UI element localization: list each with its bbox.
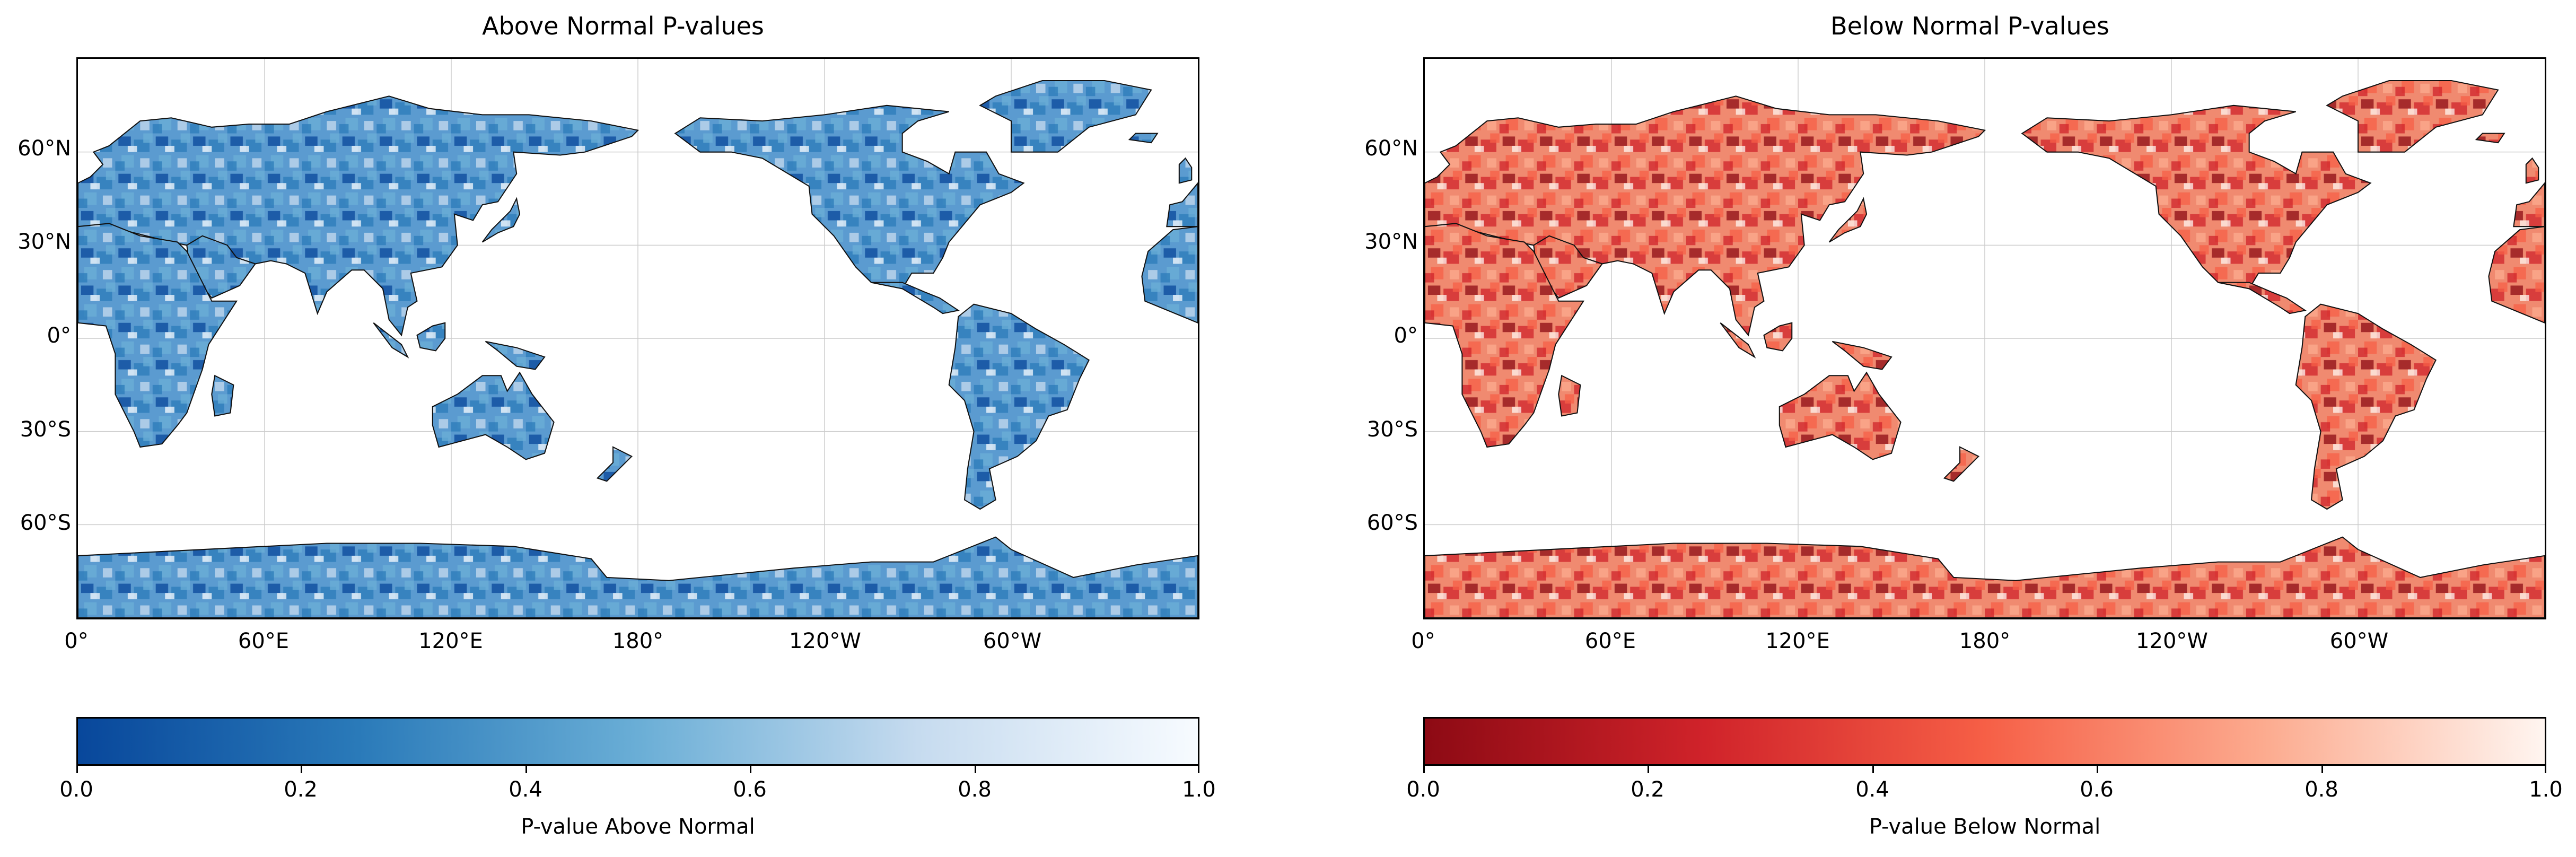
lon-tick-60w: 60°W bbox=[2329, 629, 2389, 653]
landmass bbox=[2513, 182, 2545, 228]
map-canvas bbox=[1425, 59, 2545, 618]
lat-tick-30n: 30°N bbox=[1364, 230, 1418, 254]
landmass bbox=[1425, 536, 2545, 618]
landmass bbox=[1558, 374, 1581, 417]
landmass bbox=[674, 104, 1025, 290]
landmass bbox=[1425, 223, 1585, 448]
lat-tick-0: 0° bbox=[47, 323, 71, 348]
landmass bbox=[2488, 226, 2545, 323]
landmass bbox=[432, 371, 555, 460]
colorbar-ticklabel: 0.8 bbox=[958, 777, 992, 802]
above-normal-panel: Above Normal P-values 60°N 30°N 0° 30°S … bbox=[0, 0, 1246, 857]
map-canvas bbox=[78, 59, 1198, 618]
colorbar-tick bbox=[525, 766, 527, 773]
colorbar-ticklabel: 0.4 bbox=[1855, 777, 1889, 802]
landmass bbox=[2295, 303, 2437, 510]
colorbar-ticklabel: 0.8 bbox=[2305, 777, 2338, 802]
colorbar-ticklabel: 0.0 bbox=[1406, 777, 1440, 802]
landmass bbox=[2525, 157, 2539, 184]
lat-tick-30s: 30°S bbox=[1366, 417, 1418, 442]
lon-tick-120w: 120°W bbox=[789, 629, 861, 653]
colorbar-label: P-value Above Normal bbox=[521, 815, 755, 839]
colorbar-tick bbox=[2545, 766, 2546, 773]
landmass bbox=[1178, 157, 1193, 184]
colorbar-ticklabel: 0.0 bbox=[59, 777, 93, 802]
colorbar-tick bbox=[301, 766, 302, 773]
panel-title: Above Normal P-values bbox=[482, 12, 764, 40]
landmass bbox=[416, 322, 446, 352]
lat-tick-60n: 60°N bbox=[17, 136, 71, 161]
landmass bbox=[1832, 340, 1892, 370]
landmass bbox=[481, 197, 521, 243]
landmass bbox=[596, 446, 633, 482]
landmass bbox=[485, 340, 546, 370]
lat-tick-30s: 30°S bbox=[20, 417, 71, 442]
colorbar-tick bbox=[1648, 766, 1649, 773]
colorbar-ticklabel: 1.0 bbox=[2529, 777, 2563, 802]
landmass bbox=[1763, 322, 1793, 352]
panel-title: Below Normal P-values bbox=[1830, 12, 2109, 40]
colorbar-tick bbox=[2097, 766, 2098, 773]
colorbar-ticklabel: 0.2 bbox=[1631, 777, 1664, 802]
landmass bbox=[2021, 104, 2372, 290]
lon-tick-120e: 120°E bbox=[1765, 629, 1830, 653]
above-normal-colorbar bbox=[76, 717, 1199, 766]
lon-tick-120w: 120°W bbox=[2136, 629, 2208, 653]
landmass bbox=[78, 223, 238, 448]
lon-tick-120e: 120°E bbox=[418, 629, 483, 653]
landmass bbox=[1828, 197, 1868, 243]
landmass bbox=[1128, 133, 1159, 144]
landmass bbox=[1943, 446, 1979, 482]
landmass bbox=[211, 374, 234, 417]
colorbar-ticklabel: 1.0 bbox=[1182, 777, 1216, 802]
colorbar-ticklabel: 0.2 bbox=[284, 777, 318, 802]
above-normal-map bbox=[76, 57, 1199, 619]
landmass bbox=[1720, 322, 1756, 358]
colorbar-ticklabel: 0.6 bbox=[2080, 777, 2114, 802]
colorbar-tick bbox=[1423, 766, 1425, 773]
lat-tick-60s: 60°S bbox=[20, 511, 71, 535]
lat-tick-60n: 60°N bbox=[1364, 136, 1418, 161]
lon-tick-60e: 60°E bbox=[238, 629, 290, 653]
landmass bbox=[373, 322, 409, 358]
landmass bbox=[2475, 133, 2505, 144]
landmass bbox=[2326, 80, 2499, 153]
lat-tick-30n: 30°N bbox=[17, 230, 71, 254]
landmass bbox=[1166, 182, 1198, 228]
lon-tick-60w: 60°W bbox=[983, 629, 1042, 653]
lon-tick-60e: 60°E bbox=[1584, 629, 1636, 653]
colorbar-tick bbox=[975, 766, 976, 773]
lat-tick-0: 0° bbox=[1394, 323, 1418, 348]
colorbar-tick bbox=[2321, 766, 2323, 773]
landmass bbox=[1778, 371, 1902, 460]
lat-tick-60s: 60°S bbox=[1366, 511, 1418, 535]
lon-tick-180: 180° bbox=[612, 629, 664, 653]
below-normal-map bbox=[1423, 57, 2546, 619]
colorbar-ticklabel: 0.6 bbox=[733, 777, 767, 802]
colorbar-tick bbox=[76, 766, 78, 773]
below-normal-panel: Below Normal P-values 60°N 30°N 0° 30°S … bbox=[1347, 0, 2576, 857]
landmass bbox=[948, 303, 1090, 510]
landmass bbox=[1141, 226, 1198, 323]
below-normal-colorbar bbox=[1423, 717, 2546, 766]
landmass bbox=[78, 536, 1198, 618]
lon-tick-180: 180° bbox=[1959, 629, 2011, 653]
colorbar-tick bbox=[750, 766, 751, 773]
colorbar-label: P-value Below Normal bbox=[1869, 815, 2101, 839]
lon-tick-0: 0° bbox=[64, 629, 89, 653]
colorbar-ticklabel: 0.4 bbox=[509, 777, 542, 802]
lon-tick-0: 0° bbox=[1411, 629, 1435, 653]
landmass bbox=[871, 282, 960, 314]
colorbar-tick bbox=[1198, 766, 1199, 773]
landmass bbox=[2218, 282, 2307, 314]
colorbar-tick bbox=[1872, 766, 1874, 773]
landmass bbox=[979, 80, 1152, 153]
